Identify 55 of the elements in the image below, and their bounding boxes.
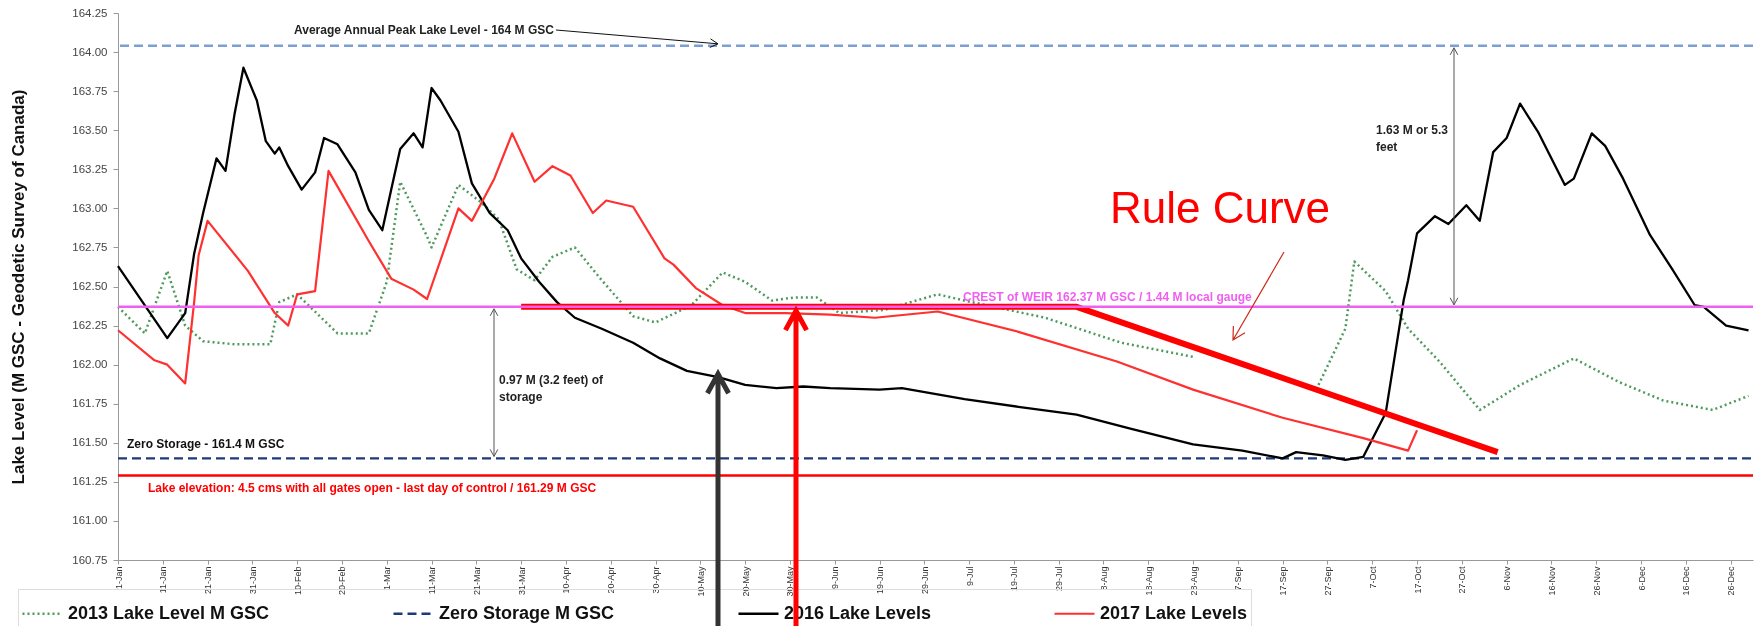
- y-tick-label: 161.25: [72, 475, 108, 488]
- x-tick-label: 27-Sep: [1322, 566, 1333, 596]
- annotation: 1.63 M or 5.3 feet: [1376, 122, 1450, 157]
- x-tick-label: 17-Oct: [1412, 566, 1423, 594]
- x-tick-label: 19-Jul: [1009, 566, 1020, 592]
- x-tick-label: 31-Mar: [516, 566, 527, 596]
- x-tick-label: 29-Jun: [919, 566, 930, 595]
- x-tick-label: 9-Jun: [830, 566, 841, 590]
- y-axis-title: Lake Level (M GSC - Geodetic Survey of Canada): [9, 89, 29, 485]
- x-tick-label: 16-Dec: [1681, 566, 1692, 596]
- y-tick-label: 162.00: [72, 358, 108, 371]
- annotation: Rule Curve: [1110, 183, 1331, 233]
- x-tick-label: 11-Mar: [427, 566, 438, 595]
- x-tick-label: 19-Jun: [875, 566, 886, 595]
- y-tick-label: 163.00: [72, 201, 108, 214]
- y-tick-label: 161.00: [72, 514, 108, 527]
- x-tick-label: 16-Nov: [1546, 566, 1557, 596]
- y-tick-label: 163.75: [72, 84, 108, 97]
- ref-line-label: CREST of WEIR 162.37 M GSC / 1.44 M local gauge: [963, 289, 1253, 304]
- y-tick-label: 161.50: [72, 436, 108, 449]
- x-tick-label: 20-May: [740, 566, 751, 597]
- legend-label: 2013 Lake Level M GSC: [68, 602, 270, 623]
- x-tick-label: 21-Mar: [471, 566, 482, 596]
- legend-label: 2017 Lake Levels: [1100, 602, 1248, 623]
- annotation: 0.97 M (3.2 feet) of storage: [499, 372, 605, 407]
- x-tick-label: 9-Jul: [964, 566, 975, 587]
- x-tick-label: 27-Oct: [1457, 566, 1468, 594]
- x-tick-label: 10-May: [695, 566, 706, 597]
- y-tick-label: 162.50: [72, 280, 108, 292]
- y-tick-label: 162.25: [72, 319, 108, 332]
- x-tick-label: 7-Sep: [1233, 566, 1244, 591]
- x-tick-label: 30-May: [785, 566, 796, 597]
- x-tick-label: 17-Sep: [1278, 566, 1289, 596]
- y-tick-label: 160.75: [72, 553, 108, 566]
- y-tick-label: 162.75: [72, 240, 108, 253]
- y-tick-label: 163.25: [72, 162, 108, 175]
- y-tick-label: 164.00: [72, 45, 108, 58]
- x-tick-label: 1-Jan: [113, 566, 124, 590]
- annotation: Zero Storage - 161.4 M GSC: [126, 437, 285, 452]
- x-tick-label: 10-Apr: [561, 566, 572, 594]
- y-tick-label: 161.75: [72, 397, 108, 410]
- y-tick-label: 164.25: [72, 6, 108, 19]
- x-tick-label: 26-Nov: [1591, 566, 1602, 596]
- ref-line-label: Average Annual Peak Lake Level - 164 M GSC: [294, 22, 555, 37]
- x-tick-label: 11-Jan: [158, 566, 169, 594]
- x-tick-label: 26-Dec: [1726, 566, 1737, 596]
- ref-line-label: Lake elevation: 4.5 cms with all gates open - last day of control / 161.29 M GSC: [148, 480, 597, 495]
- x-tick-label: 31-Jan: [247, 566, 258, 595]
- x-tick-label: 1-Mar: [382, 566, 393, 591]
- x-tick-label: 6-Dec: [1636, 566, 1647, 591]
- y-tick-label: 163.50: [72, 123, 108, 136]
- x-tick-label: 6-Nov: [1502, 566, 1513, 591]
- x-tick-label: 7-Oct: [1367, 566, 1378, 589]
- legend-label: Zero Storage M GSC: [439, 602, 615, 623]
- x-tick-label: 21-Jan: [203, 566, 214, 595]
